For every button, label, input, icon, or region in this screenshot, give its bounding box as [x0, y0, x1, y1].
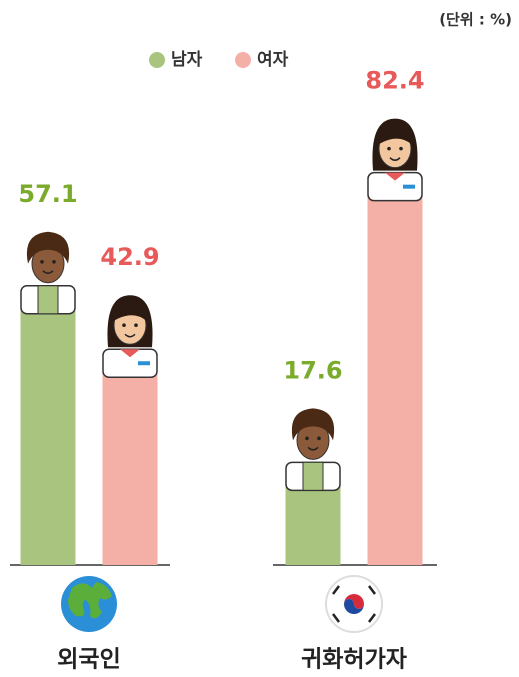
person-mouth	[42, 270, 54, 275]
globe-icon	[61, 576, 117, 632]
person-eye	[134, 323, 138, 328]
person-eye	[387, 146, 391, 151]
value-label: 82.4	[365, 67, 424, 95]
category-label: 귀화허가자	[301, 647, 407, 673]
person-mouth	[389, 157, 401, 161]
person-collar	[385, 172, 405, 181]
person-eye	[122, 323, 126, 328]
person-mouth	[124, 333, 136, 338]
value-label: 42.9	[100, 243, 159, 271]
person-icon	[367, 118, 423, 202]
person-shirt	[302, 461, 324, 491]
legend-swatch	[235, 52, 251, 68]
person-eye	[317, 436, 321, 441]
korea-flag-icon	[325, 575, 383, 633]
person-badge	[403, 184, 415, 189]
person-collar	[120, 349, 140, 358]
person-mouth	[307, 446, 319, 451]
legend-swatch	[149, 52, 165, 68]
person-eye	[40, 259, 44, 264]
person-badge	[138, 361, 150, 366]
person-icon	[285, 408, 341, 492]
bar	[20, 309, 76, 565]
person-icon	[102, 295, 158, 378]
person-shirt	[37, 285, 59, 315]
unit-label: (단위 : %)	[439, 11, 512, 29]
person-eye	[399, 146, 403, 151]
bar	[102, 373, 158, 565]
value-label: 17.6	[283, 356, 342, 384]
bar	[367, 196, 423, 565]
legend-label: 여자	[257, 50, 289, 70]
person-bangs	[378, 124, 412, 145]
category-label: 외국인	[57, 647, 120, 673]
person-eye	[52, 259, 56, 264]
person-eye	[305, 436, 309, 441]
bar	[285, 486, 341, 565]
person-icon	[20, 231, 76, 315]
legend-label: 남자	[171, 50, 203, 70]
person-hair	[26, 231, 70, 264]
person-hair	[291, 408, 335, 441]
value-label: 57.1	[18, 180, 77, 208]
person-bangs	[113, 301, 147, 322]
